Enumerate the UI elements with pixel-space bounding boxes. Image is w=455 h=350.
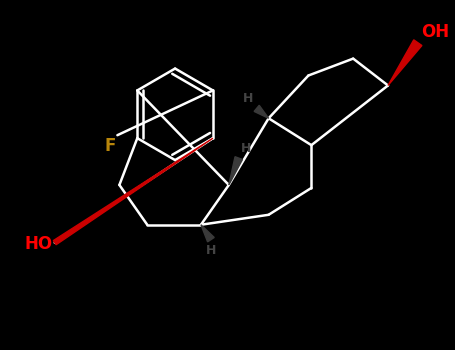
Text: HO: HO bbox=[25, 234, 53, 253]
Polygon shape bbox=[254, 105, 268, 118]
Text: H: H bbox=[241, 142, 251, 155]
Polygon shape bbox=[388, 40, 422, 85]
Polygon shape bbox=[229, 157, 243, 185]
Text: H: H bbox=[206, 244, 216, 257]
Text: F: F bbox=[104, 137, 116, 155]
Text: H: H bbox=[243, 92, 254, 105]
Polygon shape bbox=[201, 225, 214, 242]
Polygon shape bbox=[53, 138, 213, 245]
Text: OH: OH bbox=[421, 23, 449, 41]
